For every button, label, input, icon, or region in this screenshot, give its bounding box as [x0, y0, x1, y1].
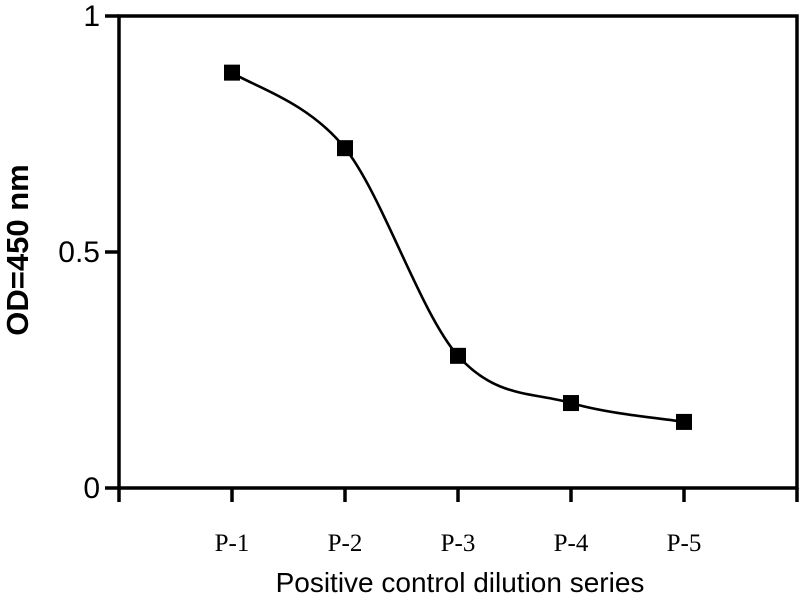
- data-point-square-marker: [337, 140, 353, 157]
- y-tick-label: 0.5: [58, 236, 100, 269]
- x-tick-label: P-4: [554, 530, 589, 557]
- y-tick-label: 0: [83, 472, 100, 505]
- y-tick-label: 1: [83, 0, 100, 33]
- plot-frame: [117, 14, 799, 490]
- x-tick-label: P-2: [328, 530, 363, 557]
- series-line: [231, 71, 685, 424]
- data-point-square-marker: [450, 347, 466, 364]
- x-tick-label: P-5: [667, 530, 702, 557]
- x-tick-labels: P-1 P-2 P-3 P-4 P-5: [215, 530, 702, 557]
- data-markers: [224, 64, 692, 430]
- x-tick-label: P-1: [215, 530, 250, 557]
- axis-ticks: [105, 14, 799, 502]
- data-point-square-marker: [676, 413, 692, 430]
- y-tick-labels: 00.51: [58, 0, 100, 505]
- x-axis-title: Positive control dilution series: [276, 567, 645, 598]
- data-curve: [231, 71, 685, 424]
- data-point-square-marker: [224, 64, 240, 81]
- data-point-square-marker: [563, 395, 579, 412]
- y-axis-title: OD=450 nm: [0, 164, 35, 335]
- x-tick-label: P-3: [441, 530, 476, 557]
